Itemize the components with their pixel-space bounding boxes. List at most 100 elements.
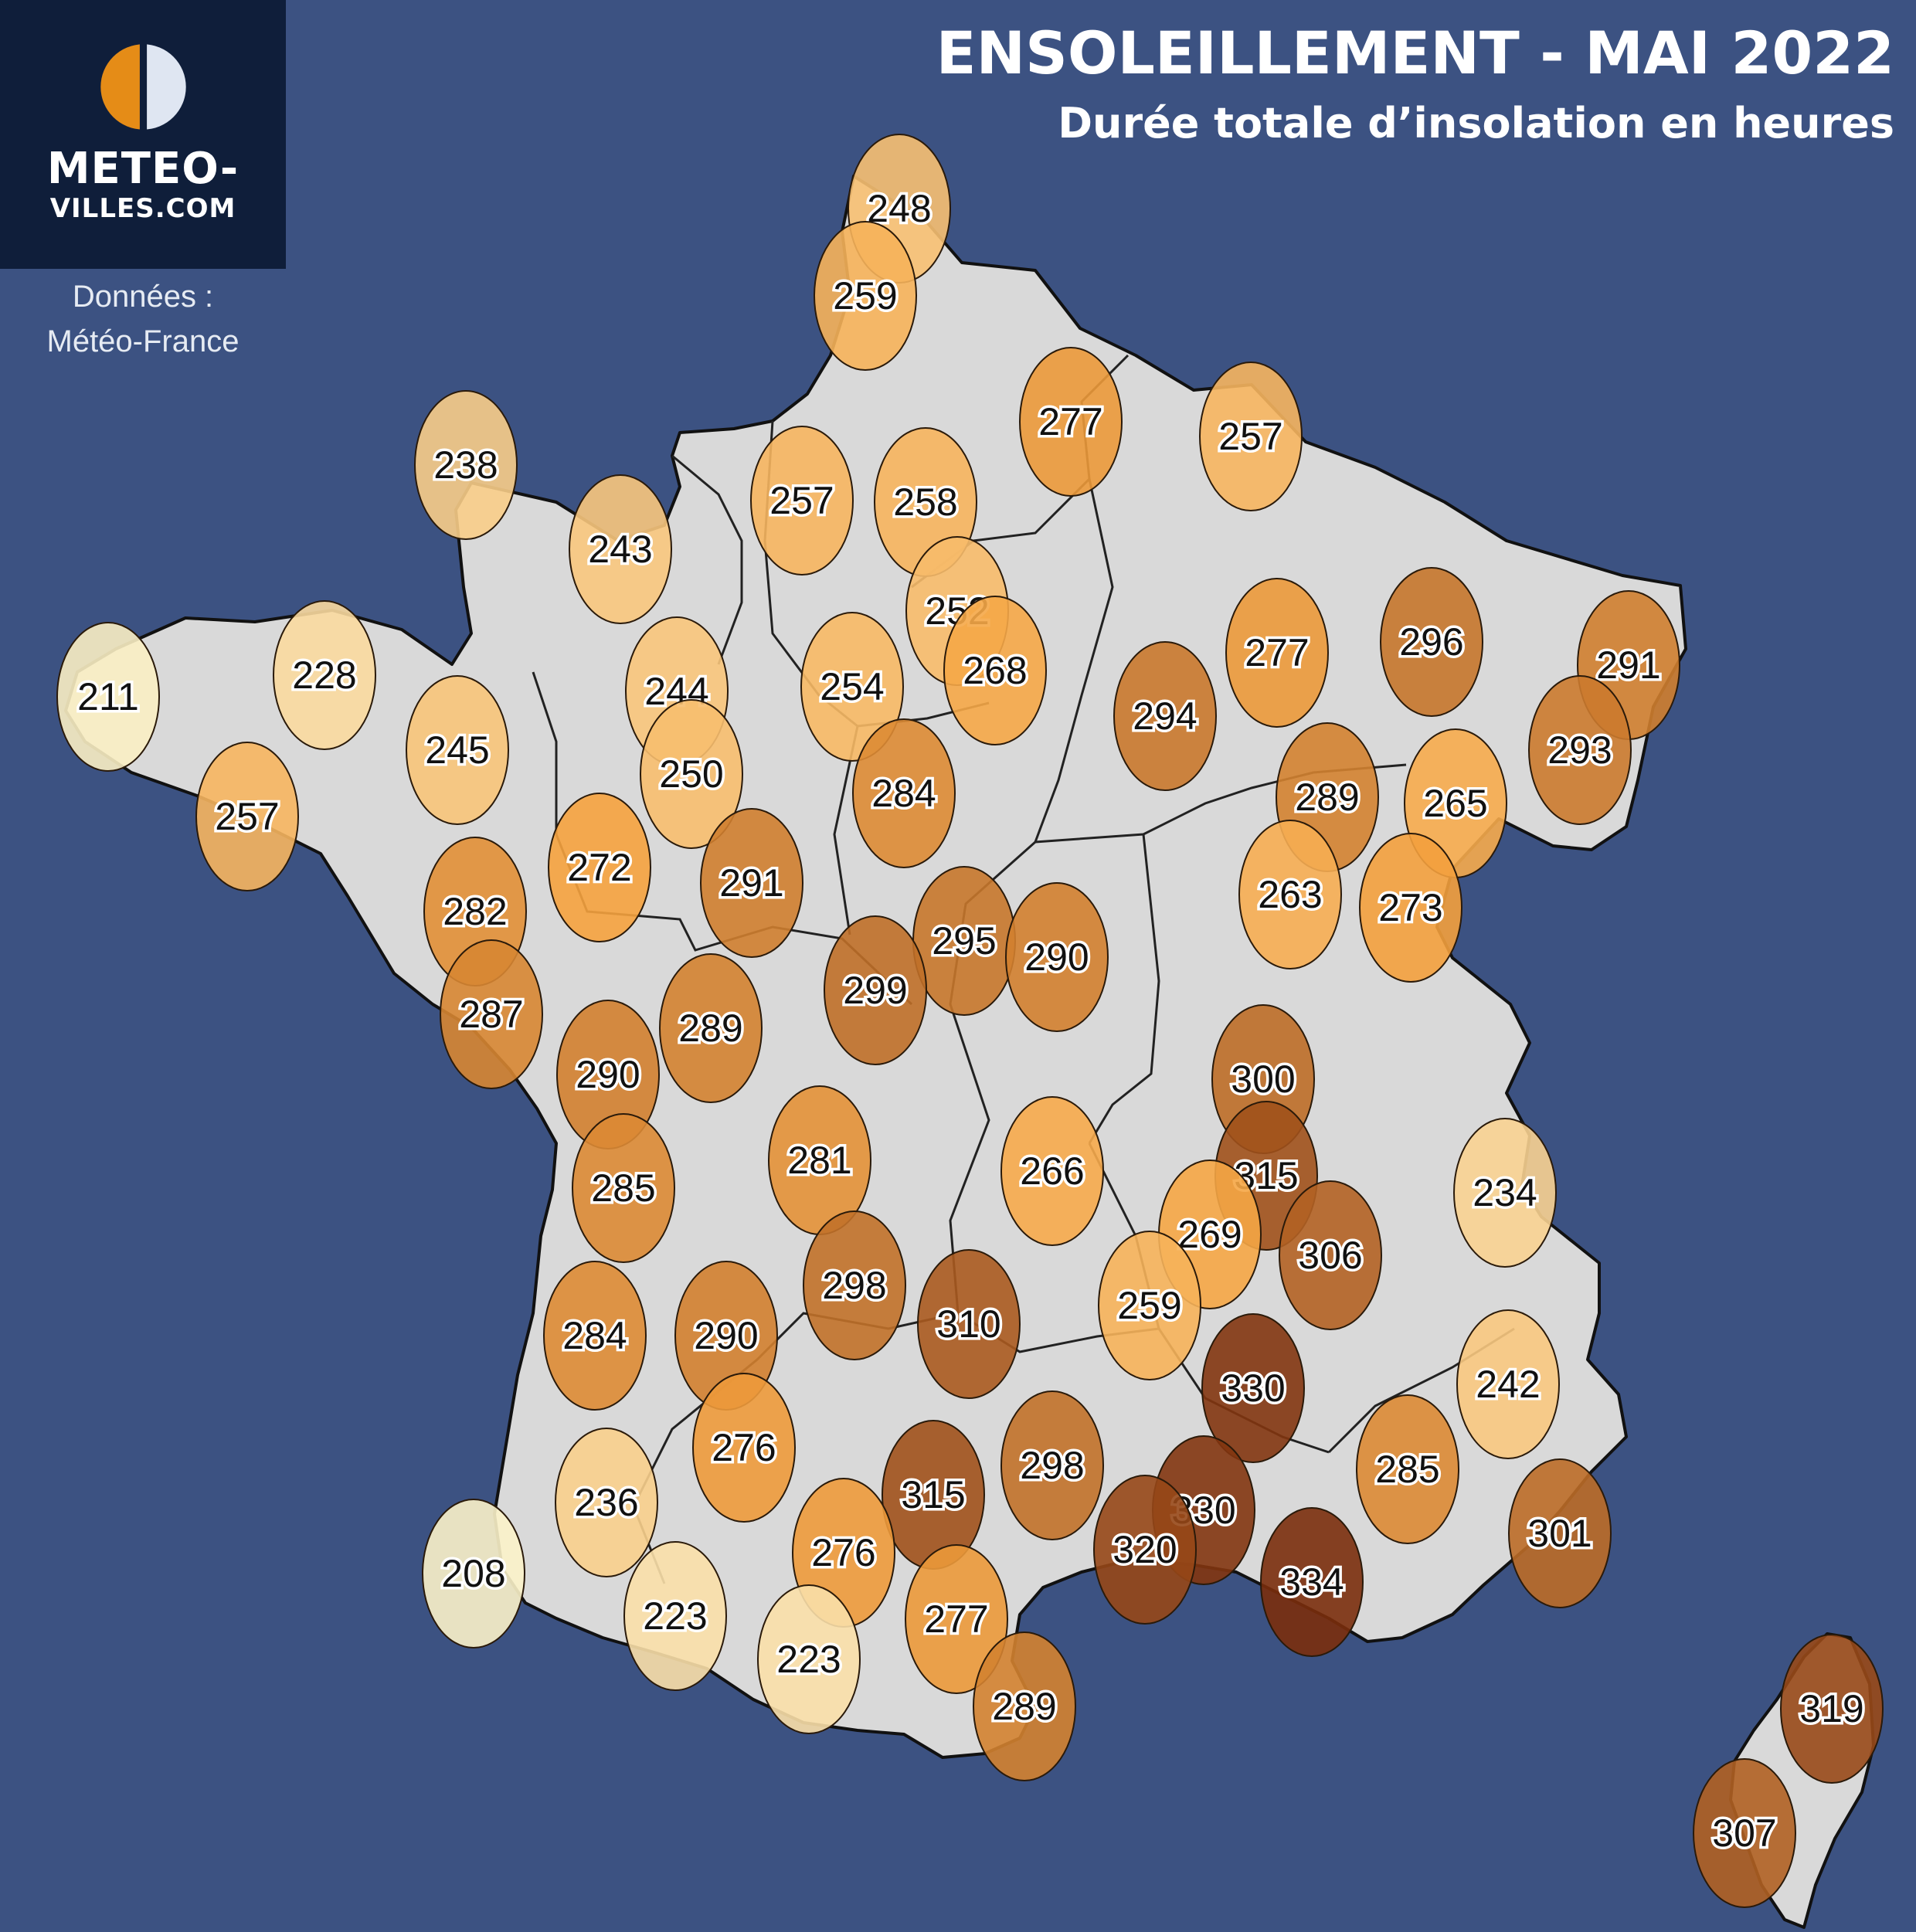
station-marker: 293 (1528, 675, 1632, 825)
station-ellipse (700, 808, 803, 958)
station-value-label: 290 (1024, 935, 1089, 979)
station-ellipse (555, 1428, 658, 1577)
station-marker: 307 (1693, 1758, 1796, 1908)
station-marker: 299 (824, 915, 927, 1065)
station-value-label: 211 (77, 675, 139, 718)
station-ellipse (1356, 1394, 1459, 1544)
station-marker: 285 (572, 1113, 675, 1263)
station-value-label: 301 (1527, 1512, 1592, 1555)
station-value-label: 334 (1279, 1560, 1344, 1604)
station-value-label: 298 (822, 1264, 886, 1307)
station-ellipse (1453, 1118, 1557, 1268)
station-marker: 257 (195, 742, 299, 891)
station-ellipse (803, 1210, 906, 1360)
station-marker: 257 (750, 426, 854, 576)
station-value-label: 257 (769, 479, 834, 522)
station-marker: 243 (569, 474, 672, 624)
station-ellipse (659, 953, 763, 1103)
station-marker: 284 (852, 718, 956, 868)
station-marker: 259 (1098, 1231, 1201, 1380)
station-ellipse (1000, 1390, 1104, 1540)
station-value-label: 285 (591, 1166, 655, 1210)
station-marker: 295 (912, 866, 1016, 1016)
station-ellipse (273, 600, 376, 750)
station-value-label: 208 (441, 1552, 505, 1595)
station-ellipse (414, 390, 518, 540)
station-marker: 245 (406, 675, 509, 825)
station-ellipse (1225, 578, 1329, 728)
logo-box: METEO- VILLES.COM (0, 0, 286, 269)
station-value-label: 266 (1020, 1149, 1084, 1193)
station-ellipse (1693, 1758, 1796, 1908)
station-marker: 290 (1005, 882, 1109, 1032)
station-marker: 236 (555, 1428, 658, 1577)
station-ellipse (852, 718, 956, 868)
station-ellipse (973, 1632, 1076, 1781)
station-marker: 290 (674, 1261, 778, 1411)
station-value-label: 310 (936, 1302, 1000, 1346)
station-marker: 234 (1453, 1118, 1557, 1268)
station-value-label: 315 (901, 1473, 965, 1516)
station-ellipse (1093, 1475, 1197, 1625)
station-ellipse (1508, 1458, 1612, 1608)
station-ellipse (440, 939, 543, 1089)
station-marker: 306 (1279, 1180, 1382, 1330)
station-ellipse (1098, 1231, 1201, 1380)
station-ellipse (1019, 347, 1123, 497)
station-value-label: 294 (1133, 694, 1197, 738)
station-marker: 257 (1199, 362, 1303, 511)
station-value-label: 330 (1221, 1367, 1285, 1410)
station-ellipse (917, 1249, 1021, 1399)
station-marker: 330 (1201, 1313, 1305, 1463)
station-ellipse (569, 474, 672, 624)
station-marker: 320 (1093, 1475, 1197, 1625)
station-ellipse (623, 1541, 727, 1691)
station-ellipse (1456, 1309, 1560, 1459)
station-ellipse (905, 1544, 1008, 1694)
station-value-label: 234 (1473, 1171, 1537, 1214)
station-value-label: 273 (1378, 886, 1442, 929)
station-value-label: 284 (871, 772, 936, 815)
station-value-label: 259 (1117, 1284, 1181, 1327)
station-marker: 208 (422, 1499, 525, 1648)
station-ellipse (543, 1261, 647, 1411)
station-marker: 273 (1359, 833, 1462, 983)
station-ellipse (195, 742, 299, 891)
station-value-label: 268 (963, 649, 1027, 692)
station-value-label: 277 (1245, 631, 1309, 674)
station-value-label: 257 (1218, 415, 1282, 458)
station-value-label: 281 (787, 1139, 851, 1182)
station-ellipse (1780, 1634, 1884, 1784)
station-value-label: 287 (459, 993, 523, 1036)
map-subtitle: Durée totale d’insolation en heures (1058, 99, 1894, 148)
station-marker: 281 (768, 1085, 871, 1235)
station-marker: 334 (1260, 1507, 1364, 1657)
station-marker: 289 (659, 953, 763, 1103)
station-value-label: 299 (843, 969, 907, 1012)
station-value-label: 263 (1258, 873, 1322, 916)
station-ellipse (422, 1499, 525, 1648)
station-ellipse (800, 612, 904, 762)
station-marker: 287 (440, 939, 543, 1089)
station-marker: 315 (882, 1420, 985, 1570)
station-marker: 276 (692, 1373, 796, 1523)
station-marker: 272 (548, 793, 651, 942)
station-ellipse (56, 622, 160, 772)
station-ellipse (757, 1584, 861, 1734)
data-credit-source: Météo-France (46, 324, 240, 358)
station-marker: 211 (56, 622, 160, 772)
station-value-label: 295 (932, 919, 996, 963)
station-value-label: 250 (659, 752, 723, 796)
station-marker: 294 (1113, 641, 1217, 791)
station-value-label: 265 (1423, 782, 1487, 825)
station-ellipse (1000, 1096, 1104, 1246)
station-value-label: 277 (1038, 400, 1102, 443)
station-value-label: 269 (1177, 1213, 1242, 1256)
station-ellipse (824, 915, 927, 1065)
station-ellipse (1238, 820, 1342, 969)
station-ellipse (1201, 1313, 1305, 1463)
station-value-label: 306 (1298, 1234, 1362, 1277)
station-value-label: 320 (1113, 1528, 1177, 1571)
station-marker: 319 (1780, 1634, 1884, 1784)
station-marker: 228 (273, 600, 376, 750)
